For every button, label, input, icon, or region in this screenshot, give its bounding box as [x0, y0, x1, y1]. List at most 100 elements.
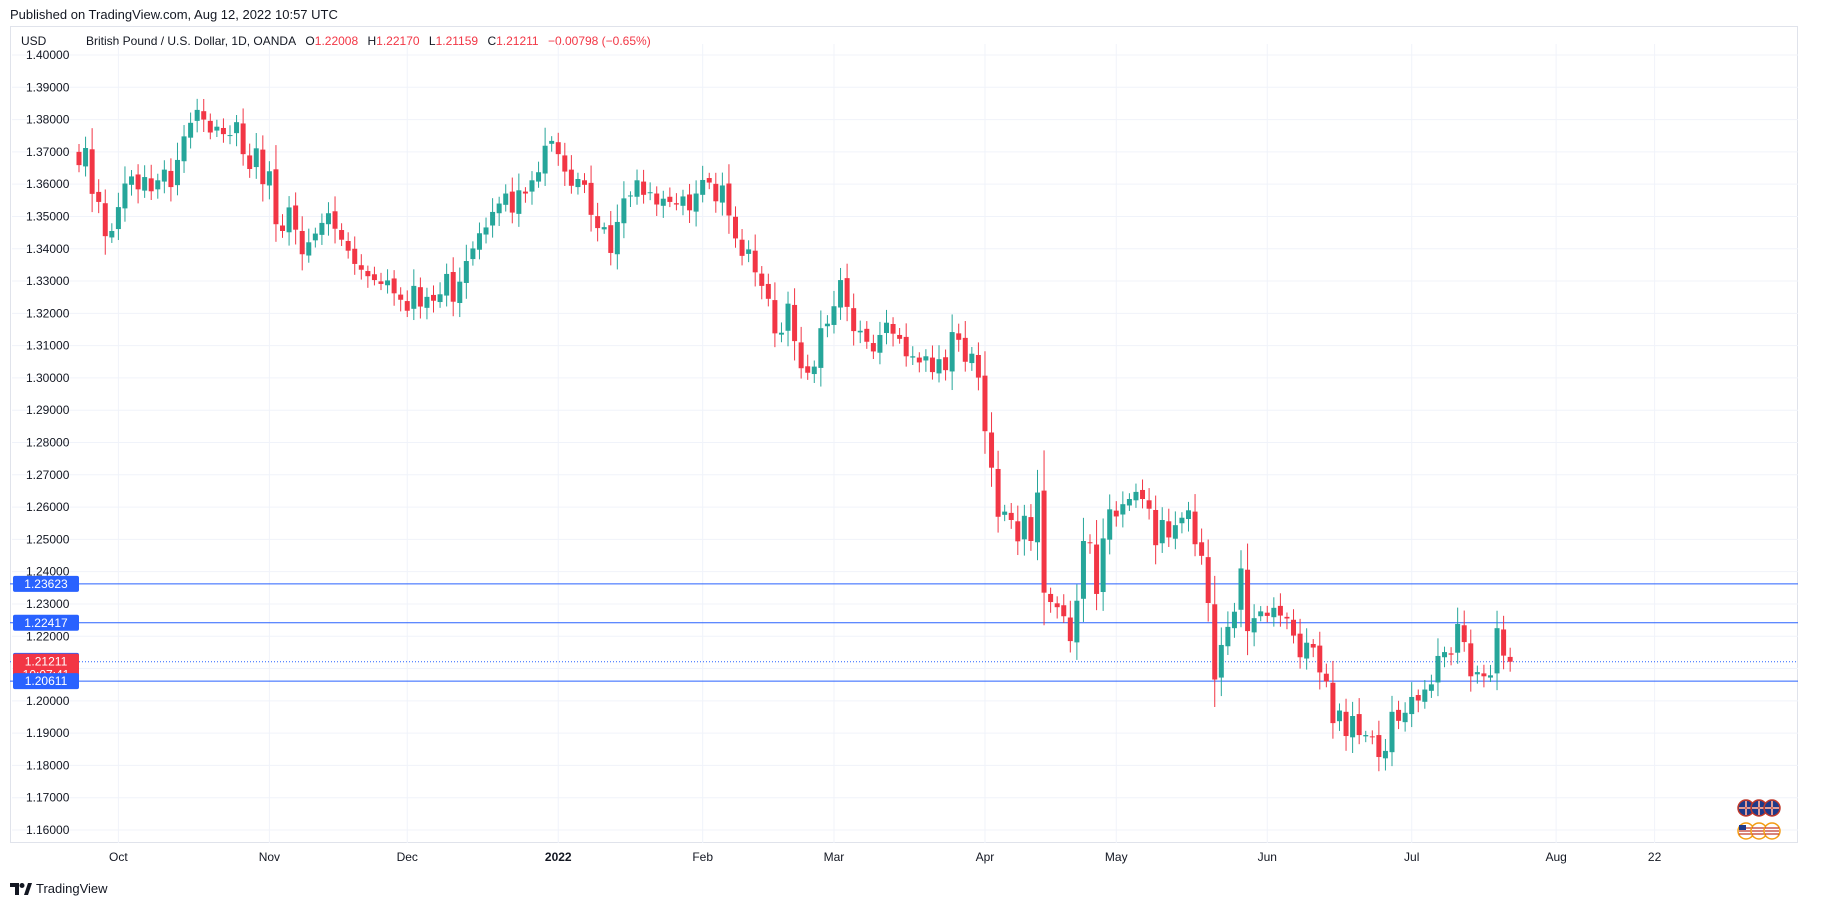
candle-body[interactable] — [759, 273, 765, 286]
candle-body[interactable] — [312, 233, 318, 241]
candle-body[interactable] — [385, 280, 391, 286]
candle-body[interactable] — [588, 182, 594, 215]
candle-body[interactable] — [1087, 542, 1093, 544]
candle-body[interactable] — [1245, 569, 1251, 632]
candle-body[interactable] — [1507, 656, 1513, 662]
candle-body[interactable] — [161, 169, 167, 182]
candle-body[interactable] — [785, 303, 791, 331]
uk-us-flag-icon[interactable] — [1737, 799, 1781, 817]
candle-body[interactable] — [194, 109, 200, 121]
candle-body[interactable] — [509, 191, 515, 213]
candle-body[interactable] — [877, 334, 883, 353]
candle-body[interactable] — [765, 283, 771, 299]
candle-body[interactable] — [634, 180, 640, 197]
candle-body[interactable] — [306, 242, 312, 256]
candle-body[interactable] — [148, 178, 154, 192]
candle-body[interactable] — [115, 207, 121, 230]
candle-body[interactable] — [844, 278, 850, 307]
candle-body[interactable] — [1015, 521, 1021, 542]
candle-body[interactable] — [299, 230, 305, 255]
candle-body[interactable] — [1501, 629, 1507, 656]
candle-body[interactable] — [687, 194, 693, 211]
candle-body[interactable] — [1291, 619, 1297, 636]
candle-body[interactable] — [1179, 517, 1185, 524]
candle-body[interactable] — [627, 195, 633, 197]
candle-body[interactable] — [463, 261, 469, 283]
candle-body[interactable] — [1409, 696, 1415, 715]
candle-body[interactable] — [293, 205, 299, 230]
candle-body[interactable] — [1185, 510, 1191, 520]
candle-body[interactable] — [109, 230, 115, 238]
candle-body[interactable] — [1120, 504, 1126, 515]
candle-body[interactable] — [174, 159, 180, 186]
candle-body[interactable] — [345, 241, 351, 251]
candle-body[interactable] — [1034, 492, 1040, 543]
candle-body[interactable] — [864, 328, 870, 342]
candle-body[interactable] — [936, 359, 942, 374]
candle-body[interactable] — [1336, 710, 1342, 722]
candle-body[interactable] — [76, 151, 82, 166]
candle-body[interactable] — [943, 357, 949, 371]
candle-body[interactable] — [989, 432, 995, 468]
candle-body[interactable] — [693, 193, 699, 212]
candle-body[interactable] — [851, 308, 857, 332]
candle-body[interactable] — [903, 336, 909, 357]
candle-body[interactable] — [286, 207, 292, 233]
candle-body[interactable] — [266, 171, 272, 186]
candle-body[interactable] — [831, 306, 837, 325]
candle-body[interactable] — [529, 180, 535, 192]
candle-body[interactable] — [1284, 616, 1290, 619]
candle-body[interactable] — [1369, 736, 1375, 738]
candle-body[interactable] — [1172, 525, 1178, 539]
candle-body[interactable] — [1133, 491, 1139, 501]
candle-body[interactable] — [1402, 712, 1408, 723]
candle-body[interactable] — [1107, 509, 1113, 540]
candle-body[interactable] — [1343, 711, 1349, 737]
candle-body[interactable] — [1461, 625, 1467, 643]
candle-body[interactable] — [437, 294, 443, 303]
candle-body[interactable] — [870, 343, 876, 352]
candle-body[interactable] — [1317, 645, 1323, 673]
candle-body[interactable] — [503, 193, 509, 205]
candle-body[interactable] — [522, 191, 528, 194]
candle-body[interactable] — [476, 233, 482, 250]
candle-body[interactable] — [897, 334, 903, 339]
candle-body[interactable] — [1474, 672, 1480, 675]
candle-body[interactable] — [595, 216, 601, 229]
candle-body[interactable] — [562, 155, 568, 172]
candle-body[interactable] — [253, 148, 259, 168]
candle-body[interactable] — [1415, 695, 1421, 701]
candle-body[interactable] — [1271, 607, 1277, 618]
candle-body[interactable] — [1258, 611, 1264, 617]
candle-body[interactable] — [1153, 509, 1159, 546]
candle-body[interactable] — [1310, 644, 1316, 648]
candle-body[interactable] — [1389, 711, 1395, 753]
candle-body[interactable] — [555, 142, 561, 155]
candle-body[interactable] — [621, 198, 627, 224]
candle-body[interactable] — [1100, 538, 1106, 593]
candle-body[interactable] — [949, 332, 955, 372]
candle-body[interactable] — [1140, 489, 1146, 500]
candle-body[interactable] — [916, 357, 922, 363]
candle-body[interactable] — [1061, 605, 1067, 617]
candle-body[interactable] — [582, 180, 588, 185]
candle-body[interactable] — [450, 272, 456, 302]
candle-body[interactable] — [706, 178, 712, 183]
candle-body[interactable] — [483, 227, 489, 235]
candle-body[interactable] — [1297, 633, 1303, 658]
candle-body[interactable] — [811, 366, 817, 375]
candle-body[interactable] — [1323, 673, 1329, 682]
candle-body[interactable] — [1350, 716, 1356, 738]
candle-body[interactable] — [1277, 605, 1283, 616]
candle-body[interactable] — [181, 136, 187, 162]
candle-body[interactable] — [1080, 540, 1086, 599]
candle-body[interactable] — [1396, 709, 1402, 721]
footer-brand[interactable]: TradingView — [10, 881, 108, 896]
candle-body[interactable] — [975, 354, 981, 378]
price-axis-label[interactable] — [13, 673, 79, 690]
candle-body[interactable] — [122, 183, 128, 209]
candle-body[interactable] — [1376, 735, 1382, 758]
candle-body[interactable] — [142, 177, 148, 191]
candle-body[interactable] — [660, 198, 666, 206]
